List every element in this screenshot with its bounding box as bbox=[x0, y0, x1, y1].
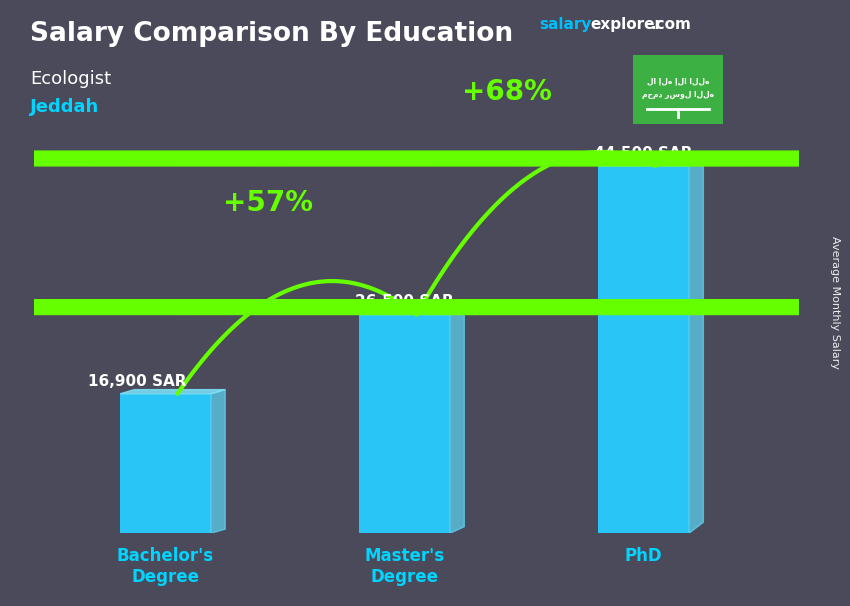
Text: .com: .com bbox=[650, 17, 691, 32]
Polygon shape bbox=[0, 151, 850, 166]
Text: +68%: +68% bbox=[462, 78, 552, 106]
Text: Ecologist: Ecologist bbox=[30, 70, 110, 88]
Text: محمد رسول الله: محمد رسول الله bbox=[642, 90, 714, 99]
Bar bbox=[359, 315, 450, 533]
Text: 44,500 SAR: 44,500 SAR bbox=[594, 145, 693, 161]
Text: +57%: +57% bbox=[224, 189, 314, 218]
Text: لا إله إلا الله: لا إله إلا الله bbox=[647, 76, 709, 85]
Polygon shape bbox=[211, 390, 225, 533]
Text: salary: salary bbox=[540, 17, 592, 32]
Polygon shape bbox=[0, 300, 850, 315]
Polygon shape bbox=[450, 308, 464, 533]
Polygon shape bbox=[359, 308, 464, 315]
Text: Salary Comparison By Education: Salary Comparison By Education bbox=[30, 21, 513, 47]
Text: 26,500 SAR: 26,500 SAR bbox=[355, 295, 454, 309]
Text: explorer: explorer bbox=[591, 17, 663, 32]
Polygon shape bbox=[598, 155, 703, 166]
Bar bbox=[120, 394, 211, 533]
Polygon shape bbox=[120, 390, 225, 394]
Text: Jeddah: Jeddah bbox=[30, 98, 99, 116]
Text: 16,900 SAR: 16,900 SAR bbox=[88, 373, 186, 388]
Polygon shape bbox=[689, 155, 703, 533]
Text: Average Monthly Salary: Average Monthly Salary bbox=[830, 236, 840, 370]
Bar bbox=[598, 166, 689, 533]
